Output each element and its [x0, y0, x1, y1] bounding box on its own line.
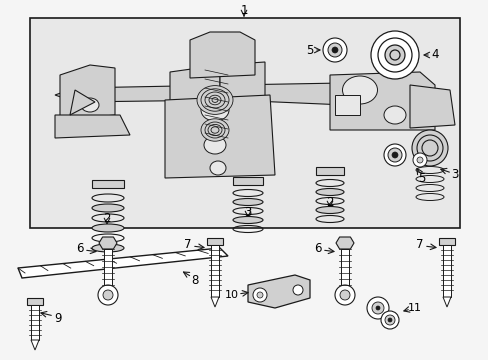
Polygon shape	[70, 90, 95, 115]
Text: 11: 11	[407, 303, 421, 313]
Text: 4: 4	[430, 49, 438, 62]
Circle shape	[370, 31, 418, 79]
Bar	[442, 245, 450, 297]
Text: 7: 7	[415, 238, 423, 252]
Polygon shape	[55, 85, 229, 102]
Polygon shape	[210, 297, 219, 307]
Bar	[27, 298, 43, 305]
Circle shape	[389, 50, 399, 60]
Circle shape	[384, 45, 404, 65]
Polygon shape	[409, 85, 454, 128]
Ellipse shape	[315, 189, 343, 195]
Circle shape	[384, 315, 394, 325]
Ellipse shape	[92, 204, 124, 212]
Polygon shape	[247, 275, 309, 308]
Bar	[104, 249, 112, 294]
Circle shape	[292, 285, 303, 295]
Ellipse shape	[92, 244, 124, 252]
Text: 3: 3	[244, 206, 251, 219]
Circle shape	[331, 47, 337, 53]
Polygon shape	[190, 32, 254, 78]
Text: 6: 6	[314, 242, 321, 255]
Polygon shape	[442, 297, 450, 307]
Text: 1: 1	[240, 4, 247, 17]
Ellipse shape	[232, 198, 263, 206]
Ellipse shape	[383, 106, 405, 124]
Bar	[340, 249, 348, 294]
Circle shape	[257, 292, 263, 298]
Ellipse shape	[342, 76, 377, 104]
Text: 5: 5	[305, 44, 313, 57]
Text: 10: 10	[224, 290, 239, 300]
Text: 8: 8	[191, 274, 198, 287]
Polygon shape	[18, 248, 227, 278]
Polygon shape	[60, 65, 115, 120]
Ellipse shape	[81, 98, 99, 112]
Circle shape	[377, 38, 411, 72]
Circle shape	[416, 157, 422, 163]
Text: 2: 2	[103, 211, 110, 225]
Circle shape	[103, 290, 113, 300]
Circle shape	[391, 152, 397, 158]
Bar	[206, 238, 223, 245]
Bar	[210, 245, 219, 297]
Circle shape	[387, 318, 391, 322]
Bar	[92, 180, 124, 188]
Circle shape	[411, 130, 447, 166]
Ellipse shape	[315, 207, 343, 213]
Circle shape	[383, 144, 405, 166]
Polygon shape	[170, 65, 220, 145]
Circle shape	[98, 285, 118, 305]
Ellipse shape	[197, 86, 232, 114]
Text: 6: 6	[76, 242, 83, 255]
Ellipse shape	[92, 224, 124, 232]
Polygon shape	[229, 82, 414, 108]
Ellipse shape	[232, 216, 263, 224]
Circle shape	[375, 306, 379, 310]
Circle shape	[380, 311, 398, 329]
Circle shape	[334, 285, 354, 305]
Ellipse shape	[203, 136, 225, 154]
Text: 3: 3	[450, 168, 458, 181]
Ellipse shape	[209, 161, 225, 175]
Bar	[315, 167, 343, 175]
Bar	[438, 238, 454, 245]
Circle shape	[339, 290, 349, 300]
Ellipse shape	[201, 99, 228, 121]
Polygon shape	[55, 115, 130, 138]
Polygon shape	[220, 62, 264, 145]
Text: 5: 5	[417, 171, 425, 184]
Polygon shape	[99, 237, 117, 249]
Circle shape	[252, 288, 266, 302]
Bar	[232, 177, 263, 185]
Text: 2: 2	[325, 195, 333, 208]
Polygon shape	[31, 340, 39, 350]
Ellipse shape	[201, 119, 228, 141]
Polygon shape	[335, 237, 353, 249]
Circle shape	[323, 38, 346, 62]
Polygon shape	[164, 95, 274, 178]
Polygon shape	[329, 72, 434, 130]
Circle shape	[327, 43, 341, 57]
Bar	[31, 305, 39, 340]
Text: 9: 9	[54, 311, 61, 324]
Text: 7: 7	[184, 238, 191, 252]
Circle shape	[366, 297, 388, 319]
Circle shape	[387, 148, 401, 162]
Bar	[334, 95, 359, 115]
Circle shape	[412, 153, 426, 167]
Circle shape	[371, 302, 383, 314]
Bar	[30, 18, 459, 228]
